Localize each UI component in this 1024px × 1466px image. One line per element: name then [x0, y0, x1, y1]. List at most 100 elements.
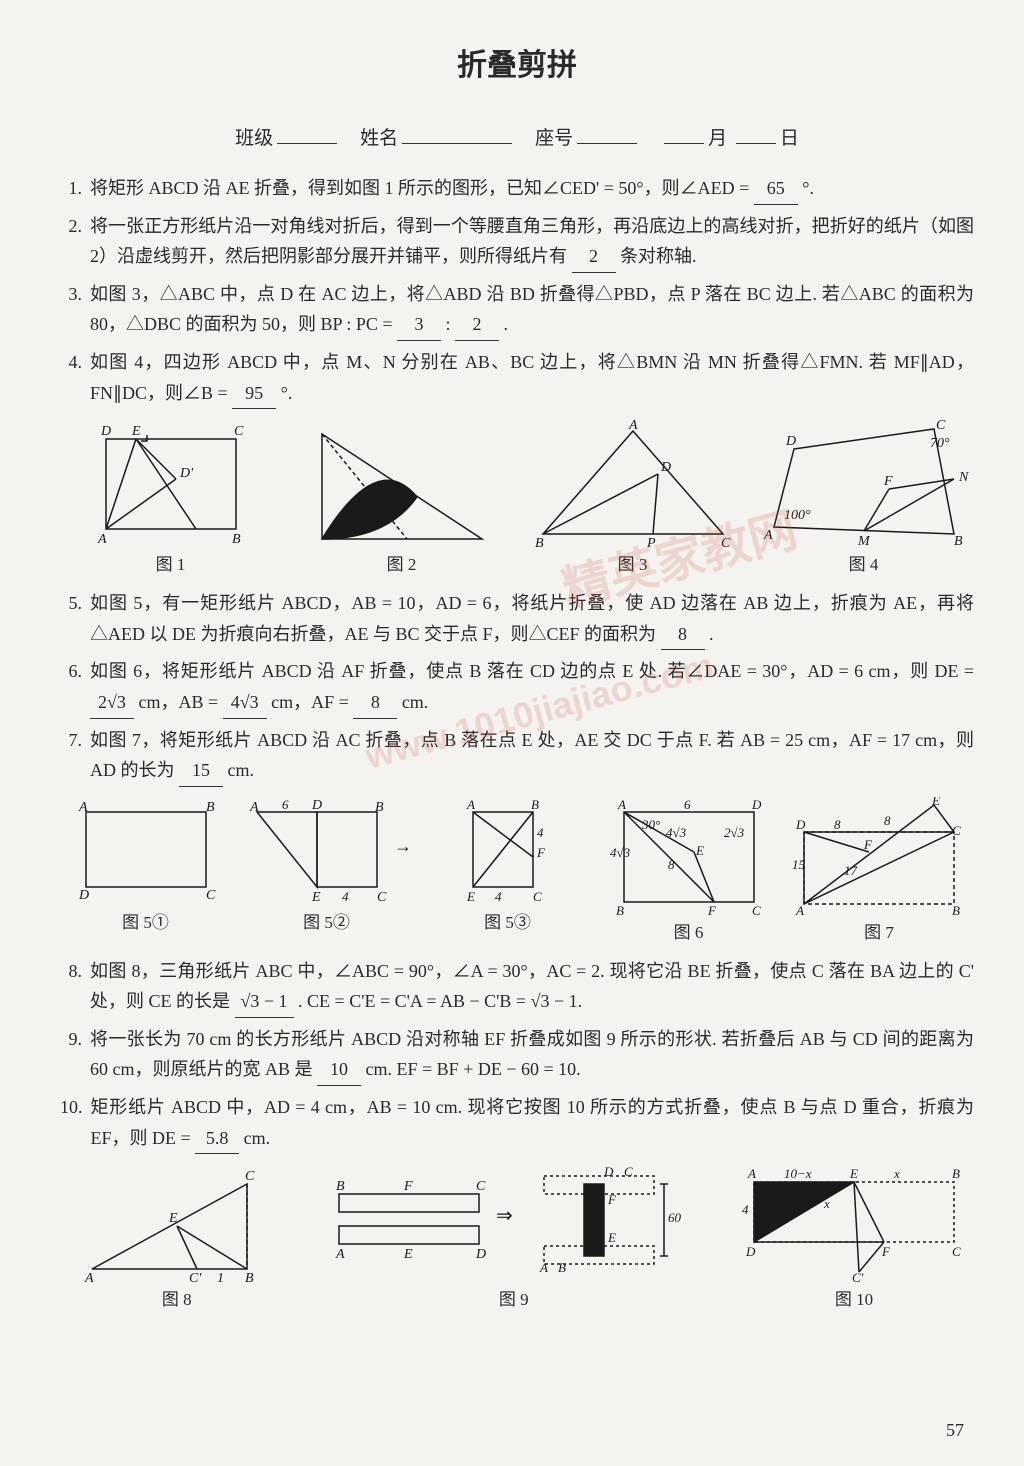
svg-text:D': D': [179, 466, 194, 481]
figure-8: C E AC'1B 图 8: [60, 1164, 294, 1315]
name-label: 姓名: [360, 128, 398, 149]
svg-text:B: B: [375, 800, 384, 815]
answer-blank[interactable]: 4√3: [223, 687, 267, 719]
svg-text:10−x: 10−x: [784, 1166, 812, 1181]
svg-text:C: C: [752, 903, 761, 917]
figure-7: E D8 F 8 C 1517 AB 图 7: [784, 797, 974, 948]
svg-text:8: 8: [668, 857, 675, 872]
problem-7: 7. 如图 7，将矩形纸片 ABCD 沿 AC 折叠，点 B 落在点 E 处，A…: [60, 725, 974, 787]
svg-text:D: D: [475, 1247, 486, 1262]
svg-text:E: E: [131, 424, 141, 439]
svg-text:D: D: [751, 797, 762, 812]
svg-text:A: A: [84, 1271, 94, 1284]
problem-num: 6.: [60, 656, 90, 718]
svg-text:E: E: [403, 1247, 413, 1262]
figure-5-3: AB F 4 E4C 图 5③: [422, 797, 593, 948]
answer-blank[interactable]: 2: [572, 241, 616, 273]
figure-caption: 图 3: [618, 551, 648, 580]
svg-text:E: E: [607, 1230, 616, 1245]
answer-blank[interactable]: 15: [179, 755, 223, 787]
problem-num: 2.: [60, 211, 90, 273]
svg-text:A: A: [466, 797, 475, 812]
problem-text: 将矩形 ABCD 沿 AE 折叠，得到如图 1 所示的图形，已知∠CED' = …: [90, 178, 749, 198]
answer-blank[interactable]: 10: [317, 1054, 361, 1086]
month-blank[interactable]: [664, 121, 704, 144]
svg-text:D: D: [660, 460, 671, 475]
svg-text:F: F: [536, 845, 546, 860]
answer-blank[interactable]: √3 − 1: [235, 986, 294, 1018]
day-blank[interactable]: [736, 121, 776, 144]
answer-blank[interactable]: 65: [754, 173, 798, 205]
figure-4: DC 70° F N 100° AMB 图 4: [753, 419, 974, 580]
problem-text: .: [504, 314, 509, 334]
svg-text:B: B: [558, 1260, 566, 1275]
svg-text:15: 15: [792, 857, 806, 872]
svg-text:E: E: [311, 890, 321, 905]
figure-caption: 图 7: [864, 919, 894, 948]
figure-6: A6D 30° 4√32√3 4√3 8 E BFC 图 6: [603, 797, 774, 948]
answer-blank[interactable]: 5.8: [195, 1123, 239, 1155]
problem-text: 如图 6，将矩形纸片 ABCD 沿 AF 折叠，使点 B 落在 CD 边的点 E…: [90, 661, 974, 681]
svg-text:M: M: [857, 534, 871, 549]
seat-blank[interactable]: [577, 121, 637, 144]
problem-2: 2. 将一张正方形纸片沿一对角线对折后，得到一个等腰直角三角形，再沿底边上的高线…: [60, 211, 974, 273]
seat-label: 座号: [535, 128, 573, 149]
svg-text:60: 60: [668, 1210, 682, 1225]
problem-text: .: [709, 624, 714, 644]
svg-text:4: 4: [342, 889, 349, 904]
problem-num: 3.: [60, 279, 90, 341]
answer-blank[interactable]: 95: [232, 378, 276, 410]
svg-text:C: C: [234, 424, 244, 439]
svg-text:⇒: ⇒: [496, 1205, 513, 1227]
svg-text:A: A: [628, 419, 638, 433]
answer-blank[interactable]: 2: [455, 309, 499, 341]
figure-5-1: AB DC 图 5①: [60, 797, 231, 948]
figure-caption: 图 5③: [484, 909, 531, 938]
svg-text:E: E: [466, 889, 475, 904]
problem-text: 如图 5，有一矩形纸片 ABCD，AB = 10，AD = 6，将纸片折叠，使 …: [90, 593, 974, 644]
figure-caption: 图 5②: [303, 909, 350, 938]
svg-text:4: 4: [537, 825, 544, 840]
figure-caption: 图 2: [387, 551, 417, 580]
figure-caption: 图 5①: [122, 909, 169, 938]
svg-text:A: A: [78, 800, 88, 815]
svg-text:D: D: [795, 817, 806, 832]
problem-3: 3. 如图 3，△ABC 中，点 D 在 AC 边上，将△ABD 沿 BD 折叠…: [60, 279, 974, 341]
problem-6: 6. 如图 6，将矩形纸片 ABCD 沿 AF 折叠，使点 B 落在 CD 边的…: [60, 656, 974, 718]
answer-blank[interactable]: 2√3: [90, 687, 134, 719]
figure-10: A10−xExB 4 x DFC C' 图 10: [734, 1164, 974, 1315]
svg-text:A: A: [795, 903, 804, 917]
answer-blank[interactable]: 8: [353, 687, 397, 719]
svg-text:8: 8: [884, 813, 891, 828]
problem-text: 如图 3，△ABC 中，点 D 在 AC 边上，将△ABD 沿 BD 折叠得△P…: [90, 284, 974, 335]
svg-text:A: A: [249, 800, 259, 815]
page-title: 折叠剪拼: [60, 40, 974, 91]
figure-caption: 图 1: [156, 551, 186, 580]
svg-text:C: C: [377, 890, 387, 905]
svg-text:17: 17: [844, 863, 858, 878]
svg-text:B: B: [206, 800, 215, 815]
svg-text:C': C': [189, 1271, 202, 1284]
class-blank[interactable]: [277, 121, 337, 144]
svg-text:D: D: [603, 1164, 614, 1179]
name-blank[interactable]: [402, 121, 512, 144]
svg-text:100°: 100°: [784, 508, 811, 523]
problem-text: °.: [281, 383, 293, 403]
answer-blank[interactable]: 8: [661, 619, 705, 651]
svg-text:8: 8: [834, 817, 841, 832]
svg-text:D: D: [78, 888, 89, 903]
problem-text: cm，AB =: [139, 692, 219, 712]
svg-text:E: E: [695, 843, 704, 858]
svg-text:→: →: [394, 836, 412, 856]
figure-3: A D BPC 图 3: [522, 419, 743, 580]
answer-blank[interactable]: 3: [397, 309, 441, 341]
svg-text:4: 4: [742, 1202, 749, 1217]
problem-8: 8. 如图 8，三角形纸片 ABC 中，∠ABC = 90°，∠A = 30°，…: [60, 956, 974, 1018]
problem-num: 7.: [60, 725, 90, 787]
svg-text:C: C: [476, 1179, 486, 1194]
svg-text:A: A: [539, 1260, 548, 1275]
figure-1: DEC D' AB 图 1: [60, 419, 281, 580]
svg-text:C: C: [533, 889, 542, 904]
svg-text:F: F: [607, 1192, 617, 1207]
problem-4: 4. 如图 4，四边形 ABCD 中，点 M、N 分别在 AB、BC 边上，将△…: [60, 347, 974, 409]
